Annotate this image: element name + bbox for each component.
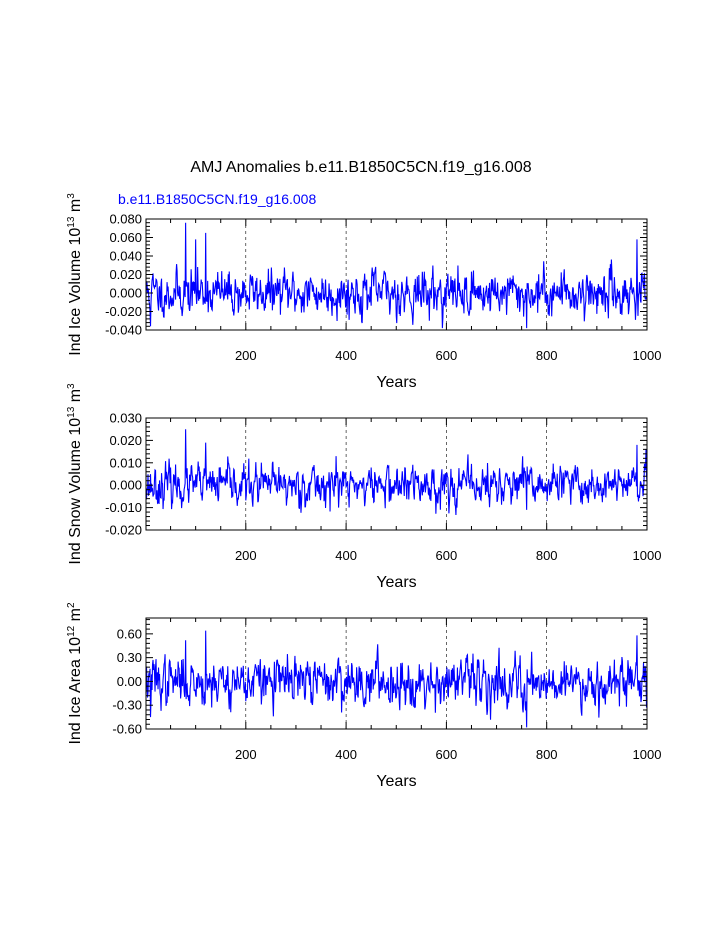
y-tick-label: -0.040 <box>105 323 142 338</box>
y-tick-label: 0.60 <box>117 626 142 641</box>
y-axis-label: Ind Snow Volume 1013 m3 <box>66 383 84 565</box>
y-tick-label: 0.020 <box>109 267 142 282</box>
x-tick-label: 400 <box>335 548 357 563</box>
y-tick-label: -0.30 <box>112 698 142 713</box>
series-line <box>145 222 648 329</box>
axis-label-text: Ind Snow Volume 10 <box>67 418 84 565</box>
axis-label-text: Ind Ice Volume 10 <box>67 228 84 356</box>
x-tick-label: 200 <box>235 348 257 363</box>
x-tick-label: 600 <box>436 548 458 563</box>
y-tick-label: 0.030 <box>109 411 142 426</box>
y-tick-label: 0.000 <box>109 286 142 301</box>
y-axis-label: Ind Ice Area 1012 m2 <box>66 602 84 745</box>
y-tick-label: 0.000 <box>109 478 142 493</box>
y-tick-label: 0.30 <box>117 650 142 665</box>
chart-title: AMJ Anomalies b.e11.B1850C5CN.f19_g16.00… <box>190 159 531 176</box>
x-tick-label: 1000 <box>633 548 662 563</box>
chart-subtitle: b.e11.B1850C5CN.f19_g16.008 <box>118 191 316 207</box>
panel-ice-volume: 200 400 600 800 1000 -0.040 -0.020 0.000 0.020 0.… <box>66 193 661 391</box>
x-tick-label: 800 <box>536 747 558 762</box>
x-axis-label: Years <box>376 574 416 591</box>
x-tick-label: 200 <box>235 548 257 563</box>
y-tick-label: 0.020 <box>109 433 142 448</box>
unit-exponent: 12 <box>66 625 77 637</box>
axis-label-text: m <box>67 608 84 626</box>
x-tick-label: 800 <box>536 348 558 363</box>
panel-snow-volume: 200 400 600 800 1000 -0.020 -0.010 0.000 0.010 0.… <box>66 383 661 591</box>
x-axis-label: Years <box>376 374 416 391</box>
y-tick-label: -0.020 <box>105 523 142 538</box>
y-tick-label: 0.00 <box>117 674 142 689</box>
y-tick-label: 0.080 <box>109 212 142 227</box>
y-tick-label: 0.060 <box>109 230 142 245</box>
unit-exponent: 3 <box>66 383 77 389</box>
axis-label-text: Ind Ice Area 10 <box>67 637 84 745</box>
x-tick-label: 400 <box>335 348 357 363</box>
unit-exponent: 3 <box>66 193 77 199</box>
x-tick-label: 800 <box>536 548 558 563</box>
x-tick-label: 200 <box>235 747 257 762</box>
y-tick-label: -0.60 <box>112 722 142 737</box>
series-line <box>145 429 648 516</box>
x-tick-label: 1000 <box>633 747 662 762</box>
x-tick-label: 400 <box>335 747 357 762</box>
series-line <box>145 630 648 728</box>
unit-exponent: 2 <box>66 602 77 608</box>
y-tick-label: 0.010 <box>109 455 142 470</box>
y-tick-label: 0.040 <box>109 249 142 264</box>
x-tick-label: 600 <box>436 747 458 762</box>
panel-ice-area: 200 400 600 800 1000 -0.60 -0.30 0.00 0.30 0.60 Ye… <box>66 602 661 790</box>
axis-label-text: m <box>67 389 84 407</box>
x-tick-label: 1000 <box>633 348 662 363</box>
axis-label-text: m <box>67 199 84 217</box>
x-axis-label: Years <box>376 773 416 790</box>
unit-exponent: 13 <box>66 216 77 228</box>
y-axis-label: Ind Ice Volume 1013 m3 <box>66 193 84 356</box>
x-tick-label: 600 <box>436 348 458 363</box>
unit-exponent: 13 <box>66 406 77 418</box>
y-tick-label: -0.010 <box>105 500 142 515</box>
y-tick-label: -0.020 <box>105 304 142 319</box>
